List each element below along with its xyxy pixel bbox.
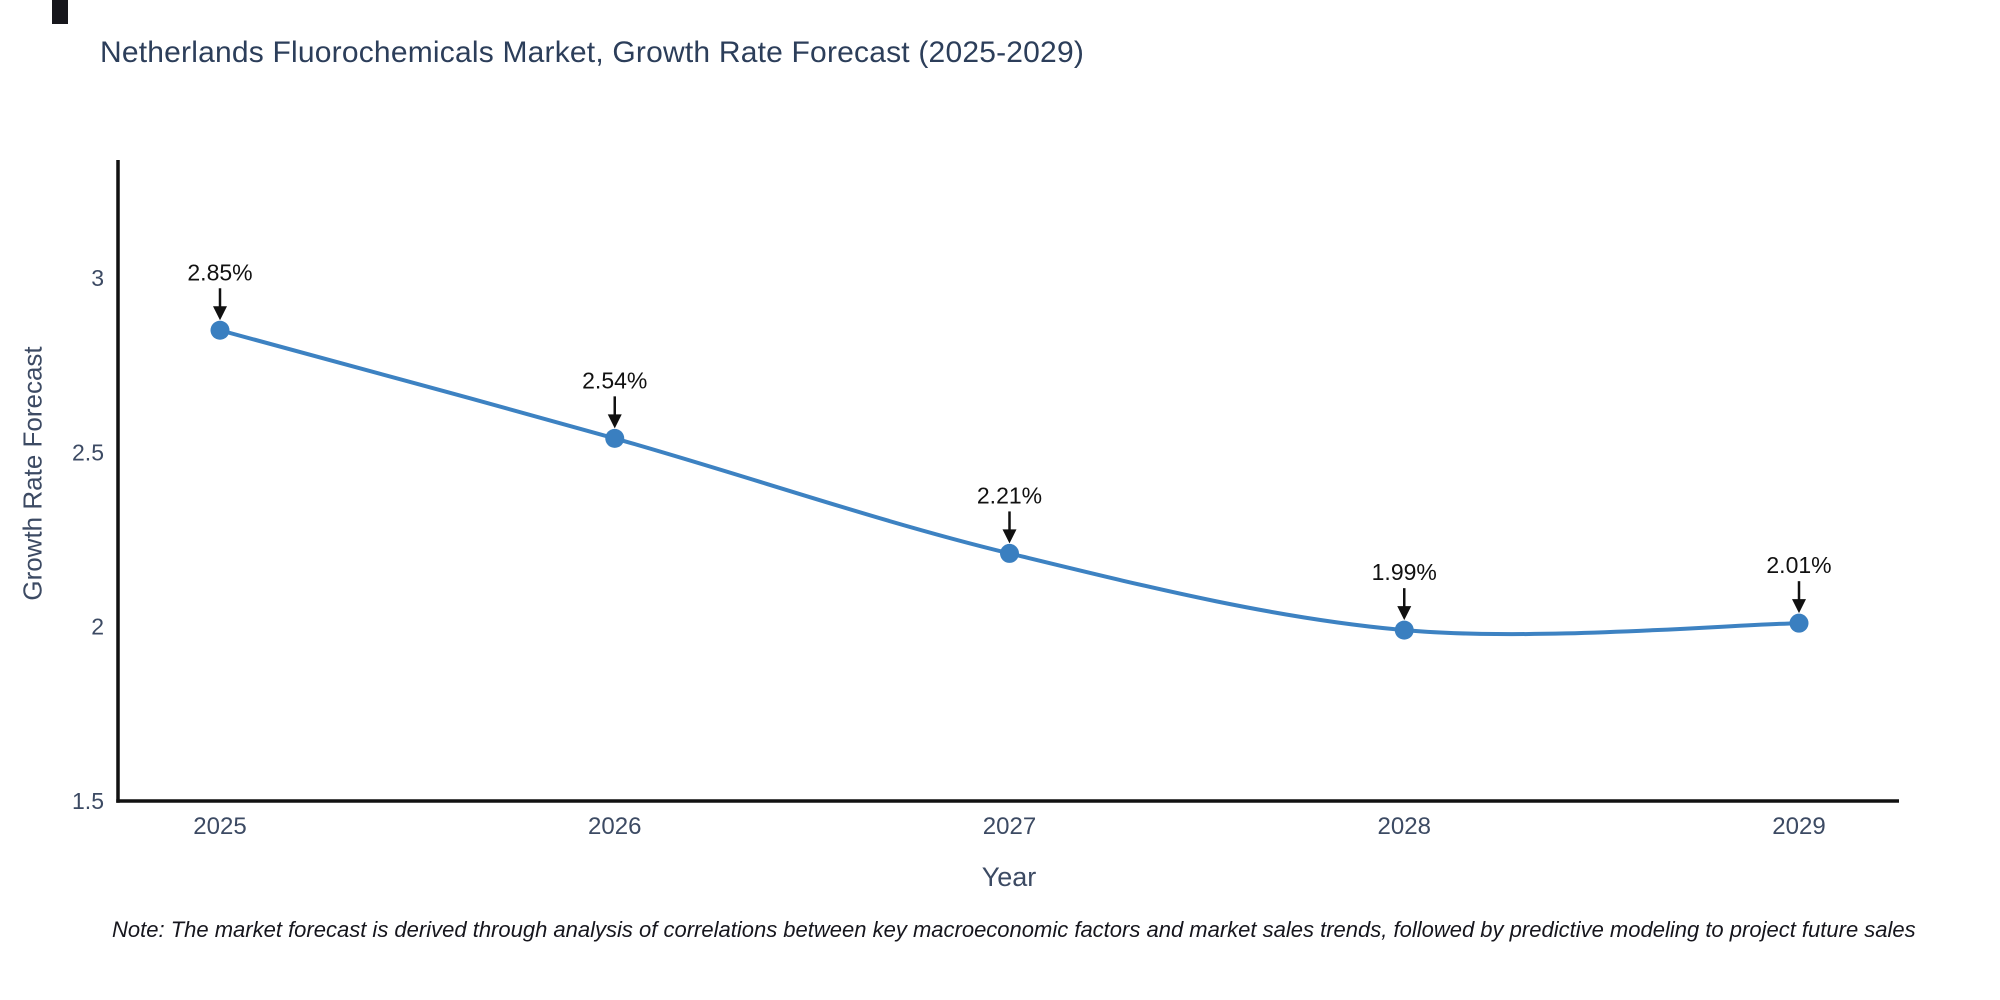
x-tick-label: 2025 (193, 813, 246, 840)
screen-artifact (52, 0, 68, 24)
y-tick-label: 1.5 (72, 788, 104, 814)
data-point-2029 (1789, 613, 1809, 633)
data-point-2028 (1394, 620, 1414, 640)
annotation-arrowhead (607, 414, 622, 429)
annotation-arrowhead (1792, 599, 1806, 614)
data-point-2026 (605, 428, 625, 448)
point-value-label: 1.99% (1372, 559, 1437, 585)
data-point-2027 (1000, 543, 1019, 563)
x-axis-title: Year (981, 862, 1037, 892)
y-tick-label: 3 (91, 265, 104, 291)
chart-title: Netherlands Fluorochemicals Market, Grow… (100, 36, 1085, 69)
x-tick-label: 2026 (588, 813, 641, 840)
x-tick-label: 2028 (1378, 813, 1431, 840)
point-value-label: 2.01% (1766, 552, 1831, 578)
y-tick-label: 2 (91, 614, 104, 640)
annotation-arrowhead (213, 306, 227, 321)
y-tick-label: 2.5 (72, 439, 104, 465)
point-value-label: 2.21% (977, 482, 1042, 508)
x-tick-label: 2027 (983, 813, 1036, 840)
annotation-arrowhead (1002, 529, 1017, 544)
annotation-arrowhead (1397, 606, 1412, 621)
point-value-label: 2.54% (582, 367, 647, 393)
footnote: Note: The market forecast is derived thr… (112, 917, 1916, 942)
y-axis-title: Growth Rate Forecast (17, 346, 48, 601)
data-point-2025 (210, 320, 230, 340)
x-tick-label: 2029 (1772, 813, 1825, 840)
point-value-label: 2.85% (187, 259, 252, 285)
